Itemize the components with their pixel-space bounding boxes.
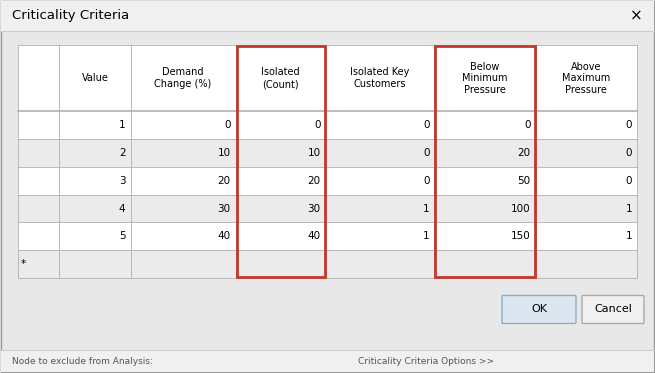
Text: 3: 3 — [119, 176, 126, 186]
Text: Criticality Criteria: Criticality Criteria — [12, 9, 129, 22]
Bar — [18, 195, 637, 222]
Text: 10: 10 — [217, 148, 231, 158]
Text: 100: 100 — [511, 204, 531, 214]
Text: Below
Minimum
Pressure: Below Minimum Pressure — [462, 62, 508, 95]
Text: 0: 0 — [626, 176, 632, 186]
Text: Isolated Key
Customers: Isolated Key Customers — [350, 68, 410, 89]
Text: 150: 150 — [511, 231, 531, 241]
Text: 0: 0 — [423, 120, 430, 130]
Text: Criticality Criteria Options >>: Criticality Criteria Options >> — [358, 357, 494, 366]
Text: 1: 1 — [626, 231, 632, 241]
Text: 0: 0 — [524, 120, 531, 130]
Text: ×: × — [630, 9, 643, 23]
Text: 1: 1 — [626, 204, 632, 214]
Text: 0: 0 — [314, 120, 321, 130]
Text: Cancel: Cancel — [594, 304, 632, 314]
Text: Demand
Change (%): Demand Change (%) — [155, 68, 212, 89]
Text: 30: 30 — [307, 204, 321, 214]
Text: 0: 0 — [626, 148, 632, 158]
Bar — [1, 350, 654, 372]
Text: 40: 40 — [217, 231, 231, 241]
Text: 0: 0 — [626, 120, 632, 130]
FancyBboxPatch shape — [582, 295, 644, 323]
Text: 40: 40 — [307, 231, 321, 241]
Text: 20: 20 — [517, 148, 531, 158]
Text: 1: 1 — [422, 231, 430, 241]
Bar — [436, 46, 534, 277]
Text: OK: OK — [531, 304, 547, 314]
Text: Value: Value — [81, 73, 108, 83]
Bar — [18, 45, 637, 278]
Text: 5: 5 — [119, 231, 126, 241]
Text: 4: 4 — [119, 204, 126, 214]
Text: 0: 0 — [423, 148, 430, 158]
Text: *: * — [21, 259, 26, 269]
Text: 1: 1 — [422, 204, 430, 214]
Text: 20: 20 — [217, 176, 231, 186]
Text: 0: 0 — [423, 176, 430, 186]
Bar — [1, 1, 654, 31]
Text: Node to exclude from Analysis:: Node to exclude from Analysis: — [12, 357, 153, 366]
Text: Isolated
(Count): Isolated (Count) — [261, 68, 300, 89]
Text: 2: 2 — [119, 148, 126, 158]
Bar — [236, 46, 325, 277]
Text: 30: 30 — [217, 204, 231, 214]
Text: 50: 50 — [517, 176, 531, 186]
Bar — [18, 139, 637, 167]
Text: 10: 10 — [307, 148, 321, 158]
Text: Above
Maximum
Pressure: Above Maximum Pressure — [562, 62, 610, 95]
Text: 0: 0 — [224, 120, 231, 130]
Bar — [18, 250, 637, 278]
Text: 20: 20 — [307, 176, 321, 186]
FancyBboxPatch shape — [502, 295, 576, 323]
Text: 1: 1 — [119, 120, 126, 130]
